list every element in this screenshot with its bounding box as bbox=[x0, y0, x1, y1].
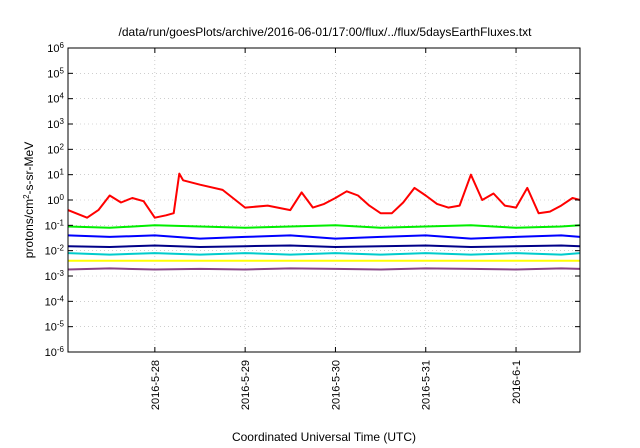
y-tick-label: 104 bbox=[47, 91, 64, 106]
data-series bbox=[67, 172, 581, 271]
y-tick-label: 102 bbox=[47, 142, 64, 157]
y-tick-exponent: -5 bbox=[57, 319, 65, 328]
x-tick-label: 2016-5-28 bbox=[150, 360, 162, 410]
y-tick-label: 10-5 bbox=[45, 319, 65, 334]
y-tick-base: 10 bbox=[47, 43, 59, 55]
y-axis-label-suffix: -s-sr-MeV bbox=[22, 142, 36, 195]
y-tick-label: 10-6 bbox=[45, 345, 65, 360]
y-tick-exponent: -1 bbox=[57, 218, 65, 227]
y-tick-label: 10-3 bbox=[45, 269, 65, 284]
y-tick-base: 10 bbox=[47, 144, 59, 156]
y-tick-label: 10-2 bbox=[45, 243, 65, 258]
y-tick-base: 10 bbox=[45, 347, 57, 359]
y-tick-base: 10 bbox=[45, 220, 57, 232]
y-axis-label-prefix: protons/cm bbox=[22, 199, 36, 258]
y-tick-exponent: 5 bbox=[60, 66, 65, 75]
chart-title: /data/run/goesPlots/archive/2016-06-01/1… bbox=[119, 25, 533, 39]
y-axis-label: protons/cm2-s-sr-MeV bbox=[22, 142, 37, 258]
y-tick-base: 10 bbox=[45, 271, 57, 283]
tick-marks bbox=[68, 47, 580, 353]
y-tick-exponent: -2 bbox=[57, 243, 65, 252]
y-tick-label: 10-4 bbox=[45, 294, 65, 309]
y-tick-exponent: 0 bbox=[60, 193, 65, 202]
y-tick-exponent: 2 bbox=[60, 142, 65, 151]
x-tick-label: 2016-5-31 bbox=[421, 360, 433, 410]
y-axis-label-sup: 2 bbox=[22, 194, 31, 199]
x-tick-labels: 2016-5-28 2016-5-29 2016-5-30 2016-5-31 2016… bbox=[150, 360, 523, 410]
y-tick-exponent: -6 bbox=[57, 345, 65, 354]
x-tick-label: 2016-6-1 bbox=[511, 360, 523, 404]
y-tick-base: 10 bbox=[47, 68, 59, 80]
grid-lines bbox=[68, 47, 580, 353]
y-tick-base: 10 bbox=[45, 322, 57, 334]
series-line bbox=[67, 267, 581, 271]
series-line bbox=[67, 252, 581, 256]
series-line bbox=[67, 244, 581, 248]
y-tick-base: 10 bbox=[47, 94, 59, 106]
y-tick-label: 105 bbox=[47, 66, 64, 81]
series-line bbox=[67, 224, 581, 229]
y-tick-base: 10 bbox=[45, 246, 57, 258]
y-tick-label: 106 bbox=[47, 41, 64, 56]
y-tick-labels: 10610510410310210110010-110-210-310-410-… bbox=[45, 41, 65, 360]
y-tick-exponent: -4 bbox=[57, 294, 65, 303]
y-tick-base: 10 bbox=[47, 195, 59, 207]
y-tick-exponent: 6 bbox=[60, 41, 65, 50]
x-tick-label: 2016-5-29 bbox=[240, 360, 252, 410]
y-tick-exponent: 1 bbox=[60, 167, 65, 176]
x-axis-label: Coordinated Universal Time (UTC) bbox=[232, 430, 416, 444]
y-tick-exponent: 4 bbox=[60, 91, 65, 100]
y-tick-label: 103 bbox=[47, 117, 64, 132]
x-tick-label: 2016-5-30 bbox=[330, 360, 342, 410]
y-tick-label: 101 bbox=[47, 167, 64, 182]
series-line bbox=[67, 172, 581, 219]
series-line bbox=[67, 234, 581, 240]
y-tick-base: 10 bbox=[45, 296, 57, 308]
y-tick-label: 100 bbox=[47, 193, 64, 208]
y-tick-base: 10 bbox=[47, 119, 59, 131]
y-tick-base: 10 bbox=[47, 170, 59, 182]
y-tick-label: 10-1 bbox=[45, 218, 65, 233]
y-tick-exponent: 3 bbox=[60, 117, 65, 126]
y-tick-exponent: -3 bbox=[57, 269, 65, 278]
